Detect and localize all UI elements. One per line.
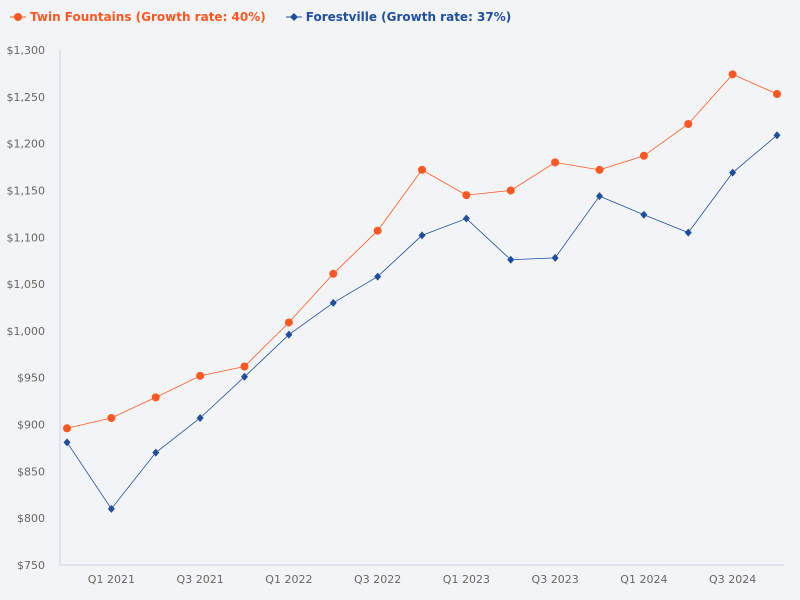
- data-point: [640, 210, 648, 219]
- data-point: [728, 70, 737, 79]
- data-point: [639, 151, 648, 160]
- data-point: [773, 131, 781, 140]
- y-tick-label: $950: [17, 372, 45, 385]
- data-point: [196, 371, 205, 380]
- x-tick-label: Q1 2021: [88, 573, 135, 586]
- data-point: [596, 192, 603, 201]
- data-point: [507, 255, 515, 264]
- data-point: [63, 424, 71, 433]
- data-point: [107, 413, 116, 422]
- data-point: [329, 269, 338, 278]
- data-point: [729, 168, 737, 177]
- x-tick-label: Q1 2024: [620, 573, 667, 586]
- data-point: [63, 438, 71, 447]
- x-tick-label: Q1 2022: [265, 573, 312, 586]
- data-point: [462, 214, 470, 223]
- legend-item-forestville[interactable]: Forestville (Growth rate: 37%): [285, 10, 512, 24]
- legend-label: Twin Fountains (Growth rate: 40%): [30, 10, 266, 24]
- x-tick-label: Q3 2023: [532, 573, 579, 586]
- series-line: [66, 134, 778, 510]
- data-point: [329, 298, 337, 307]
- y-tick-label: $1,200: [7, 138, 46, 151]
- data-point: [152, 448, 160, 457]
- data-point: [151, 393, 160, 402]
- data-point: [374, 272, 382, 281]
- data-point: [684, 228, 692, 237]
- data-point: [373, 226, 382, 235]
- y-tick-label: $1,100: [7, 231, 46, 244]
- series-line: [66, 73, 778, 429]
- y-tick-label: $1,300: [7, 44, 46, 57]
- legend: Twin Fountains (Growth rate: 40%) Forest…: [10, 10, 511, 24]
- y-tick-label: $1,000: [7, 325, 46, 338]
- x-tick-label: Q1 2023: [443, 573, 490, 586]
- data-point: [241, 372, 248, 381]
- y-tick-label: $750: [17, 559, 45, 572]
- legend-label: Forestville (Growth rate: 37%): [305, 10, 512, 24]
- y-tick-label: $900: [17, 419, 45, 432]
- legend-item-twin-fountains[interactable]: Twin Fountains (Growth rate: 40%): [10, 10, 266, 24]
- y-tick-label: $1,250: [7, 91, 46, 104]
- data-point: [240, 362, 249, 371]
- data-point: [684, 119, 693, 128]
- data-point: [462, 191, 471, 200]
- diamond-marker-icon: [285, 13, 302, 21]
- data-point: [551, 253, 559, 262]
- data-point: [418, 165, 426, 174]
- data-point: [196, 413, 204, 422]
- data-point: [285, 330, 293, 339]
- y-tick-label: $850: [17, 465, 45, 478]
- data-point: [506, 186, 515, 195]
- circle-marker-icon: [10, 13, 26, 21]
- data-point: [107, 504, 115, 513]
- x-tick-label: Q3 2021: [177, 573, 224, 586]
- data-point: [551, 158, 560, 167]
- y-tick-label: $1,150: [7, 184, 46, 197]
- data-point: [595, 165, 604, 174]
- y-tick-label: $800: [17, 512, 45, 525]
- data-point: [418, 231, 426, 240]
- x-tick-label: Q3 2022: [354, 573, 401, 586]
- data-point: [284, 318, 293, 327]
- data-point: [773, 90, 781, 99]
- x-tick-label: Q3 2024: [709, 573, 756, 586]
- y-tick-label: $1,050: [7, 278, 46, 291]
